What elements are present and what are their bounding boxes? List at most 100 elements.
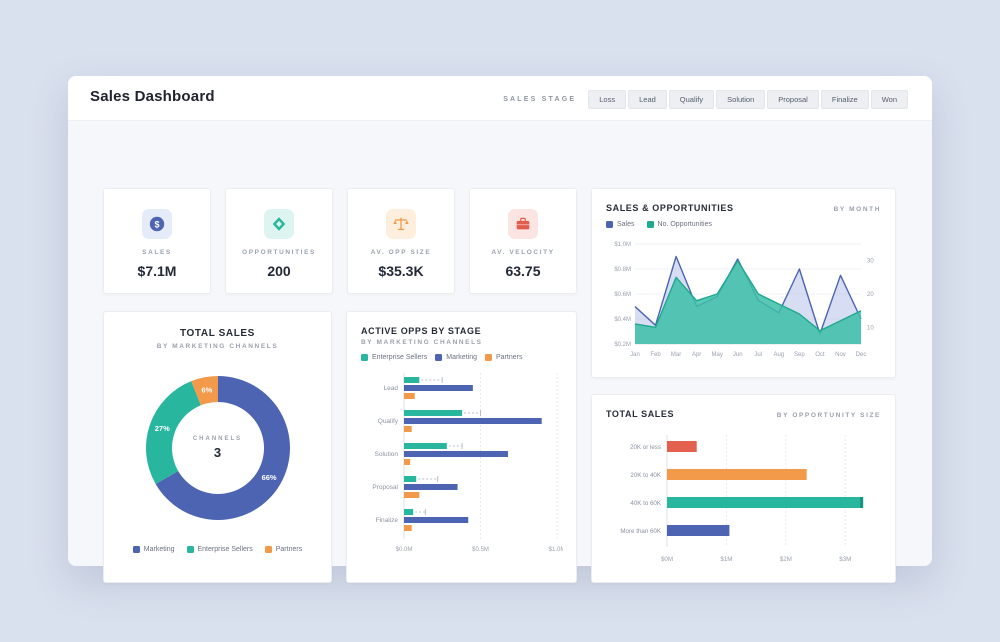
svg-text:40K to 60K: 40K to 60K xyxy=(630,500,661,507)
svg-text:$0.6M: $0.6M xyxy=(614,292,631,298)
stage-button-solution[interactable]: Solution xyxy=(716,90,766,109)
kpi-card-opportunities: OPPORTUNITIES 200 xyxy=(225,188,333,294)
kpi-value: $7.1M xyxy=(137,263,177,279)
card-header: TOTAL SALES BY OPPORTUNITY SIZE xyxy=(592,395,895,419)
stage-button-qualify[interactable]: Qualify xyxy=(668,90,715,109)
kpi-card-avg-velocity: AV. VELOCITY 63.75 xyxy=(469,188,577,294)
legend-label: Partners xyxy=(275,546,303,553)
svg-text:Solution: Solution xyxy=(375,451,399,458)
kpi-card-sales: $ SALES $7.1M xyxy=(103,188,211,294)
legend-label: Marketing xyxy=(143,546,175,553)
svg-text:$1.0M: $1.0M xyxy=(614,242,631,248)
channels-donut-chart: 66% 27% 6% xyxy=(145,376,290,520)
legend-swatch xyxy=(132,546,140,553)
svg-text:$0.2M: $0.2M xyxy=(614,342,631,348)
legend-label: Sales xyxy=(617,221,635,228)
svg-text:$: $ xyxy=(154,219,159,229)
svg-text:Lead: Lead xyxy=(384,385,399,392)
legend-item-marketing[interactable]: Marketing xyxy=(132,546,175,553)
svg-text:Dec: Dec xyxy=(856,352,867,358)
legend-label: Enterprise Sellers xyxy=(197,546,253,553)
svg-text:$1.0M: $1.0M xyxy=(549,547,563,553)
stage-chart-legend: Enterprise Sellers Marketing Partners xyxy=(347,346,576,361)
stage-button-finalize[interactable]: Finalize xyxy=(820,90,869,109)
svg-text:Qualify: Qualify xyxy=(378,418,399,425)
stage-button-loss[interactable]: Loss xyxy=(588,90,627,109)
legend-swatch xyxy=(484,354,492,361)
legend-item-opportunities[interactable]: No. Opportunities xyxy=(646,221,712,228)
card-header: SALES & OPPORTUNITIES BY MONTH xyxy=(592,189,895,213)
svg-text:Aug: Aug xyxy=(773,352,784,358)
legend-swatch xyxy=(186,546,194,553)
svg-text:27%: 27% xyxy=(154,424,169,433)
legend-item-enterprise-sellers[interactable]: Enterprise Sellers xyxy=(361,354,427,361)
svg-text:66%: 66% xyxy=(261,473,276,482)
svg-text:20K to 40K: 20K to 40K xyxy=(630,472,661,479)
sales-opportunities-card: SALES & OPPORTUNITIES BY MONTH Sales No.… xyxy=(591,188,896,378)
svg-text:Finalize: Finalize xyxy=(376,517,399,524)
svg-text:$2M: $2M xyxy=(780,556,792,563)
header-controls: SALES STAGE Loss Lead Qualify Solution P… xyxy=(503,90,908,109)
scales-icon xyxy=(386,209,416,239)
svg-text:May: May xyxy=(712,352,723,358)
legend-label: Marketing xyxy=(446,354,477,361)
opportunity-size-chart: $0M $1M $2M $3M 20K or less 20K to 40K 40K to … xyxy=(620,435,864,563)
stage-button-lead[interactable]: Lead xyxy=(628,90,667,109)
svg-text:More than 60K: More than 60K xyxy=(620,528,661,535)
kpi-value: 200 xyxy=(267,263,291,279)
donut-chart-wrap: 66% 27% 6% CHANNELS 3 xyxy=(130,360,306,536)
svg-text:10: 10 xyxy=(867,325,874,331)
legend-swatch xyxy=(646,221,654,228)
legend-label: Partners xyxy=(495,354,523,361)
kpi-value: 63.75 xyxy=(505,263,541,279)
by-marketing-channels-label: BY MARKETING CHANNELS xyxy=(156,343,279,350)
stage-button-won[interactable]: Won xyxy=(870,90,908,109)
svg-text:$0.5M: $0.5M xyxy=(472,547,489,553)
kpi-value: $35.3K xyxy=(378,263,424,279)
page-title: Sales Dashboard xyxy=(90,88,215,105)
svg-text:Jul: Jul xyxy=(754,352,762,358)
by-month-label: BY MONTH xyxy=(833,206,881,213)
month-chart-legend: Sales No. Opportunities xyxy=(592,213,895,228)
svg-text:$0.4M: $0.4M xyxy=(614,317,631,323)
stage-button-proposal[interactable]: Proposal xyxy=(767,90,819,109)
svg-text:$0M: $0M xyxy=(661,556,673,563)
legend-item-partners[interactable]: Partners xyxy=(484,354,523,361)
total-sales-opportunity-size-card: TOTAL SALES BY OPPORTUNITY SIZE $0M $1M $2… xyxy=(591,394,896,583)
svg-text:Sep: Sep xyxy=(794,352,805,358)
total-sales-channels-card: TOTAL SALES BY MARKETING CHANNELS 66% 27%… xyxy=(103,311,332,583)
dashboard-window: Sales Dashboard SALES STAGE Loss Lead Qu… xyxy=(68,76,932,583)
header: Sales Dashboard SALES STAGE Loss Lead Qu… xyxy=(68,76,932,120)
kpi-card-avg-opp-size: AV. OPP SIZE $35.3K xyxy=(347,188,455,294)
svg-text:30: 30 xyxy=(867,259,874,265)
legend-label: Enterprise Sellers xyxy=(372,354,428,361)
dollar-coin-icon: $ xyxy=(142,209,172,239)
legend-label: No. Opportunities xyxy=(657,221,712,228)
legend-item-partners[interactable]: Partners xyxy=(264,546,303,553)
svg-text:6%: 6% xyxy=(201,386,212,395)
sales-stage-filter: Loss Lead Qualify Solution Proposal Fina… xyxy=(588,90,908,109)
svg-text:$0.8M: $0.8M xyxy=(614,267,631,273)
svg-text:$3M: $3M xyxy=(839,556,851,563)
gem-icon xyxy=(264,209,294,239)
legend-item-sales[interactable]: Sales xyxy=(606,221,635,228)
legend-swatch xyxy=(606,221,613,228)
kpi-label: AV. OPP SIZE xyxy=(370,249,432,256)
briefcase-icon xyxy=(508,209,538,239)
legend-item-marketing[interactable]: Marketing xyxy=(435,354,477,361)
legend-item-enterprise-sellers[interactable]: Enterprise Sellers xyxy=(186,546,253,553)
sales-opportunities-chart: $1.0M $0.8M $0.6M $0.4M $0.2M 30 20 10 Jan Feb Mar… xyxy=(614,242,874,358)
svg-text:Mar: Mar xyxy=(671,352,681,358)
svg-text:$0.0M: $0.0M xyxy=(396,547,413,553)
active-opps-by-stage-card: ACTIVE OPPS BY STAGE BY MARKETING CHANNE… xyxy=(346,311,577,583)
card-subheader: BY MARKETING CHANNELS xyxy=(347,336,576,346)
card-header: ACTIVE OPPS BY STAGE xyxy=(347,312,576,336)
card-title: TOTAL SALES xyxy=(606,409,675,419)
svg-text:Proposal: Proposal xyxy=(372,484,398,491)
by-opportunity-size-label: BY OPPORTUNITY SIZE xyxy=(776,412,881,419)
donut-legend: Marketing Enterprise Sellers Partners xyxy=(104,536,331,553)
legend-swatch xyxy=(435,354,443,361)
by-marketing-channels-label: BY MARKETING CHANNELS xyxy=(361,339,483,346)
active-opps-stage-chart: $0.0M $0.5M $1.0M Lead Qualify Solution Propos… xyxy=(372,373,563,553)
svg-text:$1M: $1M xyxy=(720,556,732,563)
